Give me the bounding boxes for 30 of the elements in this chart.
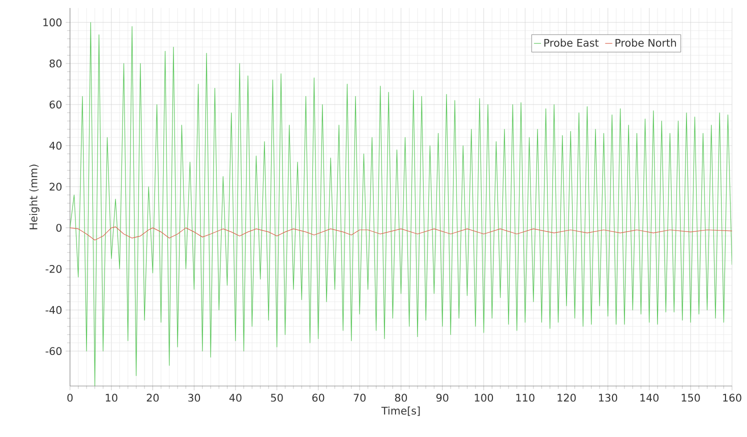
y-tick-label: 60 (50, 100, 62, 108)
x-tick-label: 80 (395, 394, 407, 402)
x-axis-title: Time[s] (381, 406, 420, 416)
x-tick-label: 110 (516, 394, 534, 402)
y-tick-label: -40 (46, 306, 62, 314)
x-tick-label: 0 (67, 394, 73, 402)
x-tick-label: 120 (558, 394, 576, 402)
legend-label: Probe North (616, 38, 676, 47)
x-tick-label: 10 (106, 394, 118, 402)
x-tick-label: 70 (354, 394, 366, 402)
x-tick-label: 150 (682, 394, 700, 402)
x-tick-label: 30 (188, 394, 200, 402)
x-tick-label: 20 (146, 394, 159, 402)
y-tick-label: -60 (46, 347, 62, 356)
legend-label: Probe East (544, 38, 599, 47)
y-axis-title: Height (mm) (29, 164, 40, 230)
x-tick-label: 50 (271, 394, 283, 402)
y-tick-label: 40 (49, 142, 62, 150)
x-tick-label: 40 (229, 394, 242, 402)
y-tick-label: 80 (50, 60, 62, 68)
y-tick-label: 0 (56, 224, 62, 232)
x-tick-label: 100 (474, 394, 494, 402)
x-tick-label: 140 (640, 394, 659, 402)
x-tick-label: 90 (436, 394, 448, 402)
x-tick-label: 60 (312, 394, 324, 402)
x-tick-label: 160 (723, 394, 742, 402)
y-tick-label: 20 (50, 182, 62, 191)
x-tick-label: 130 (599, 394, 618, 402)
y-tick-label: 100 (43, 18, 62, 26)
y-tick-label: -20 (46, 264, 62, 273)
